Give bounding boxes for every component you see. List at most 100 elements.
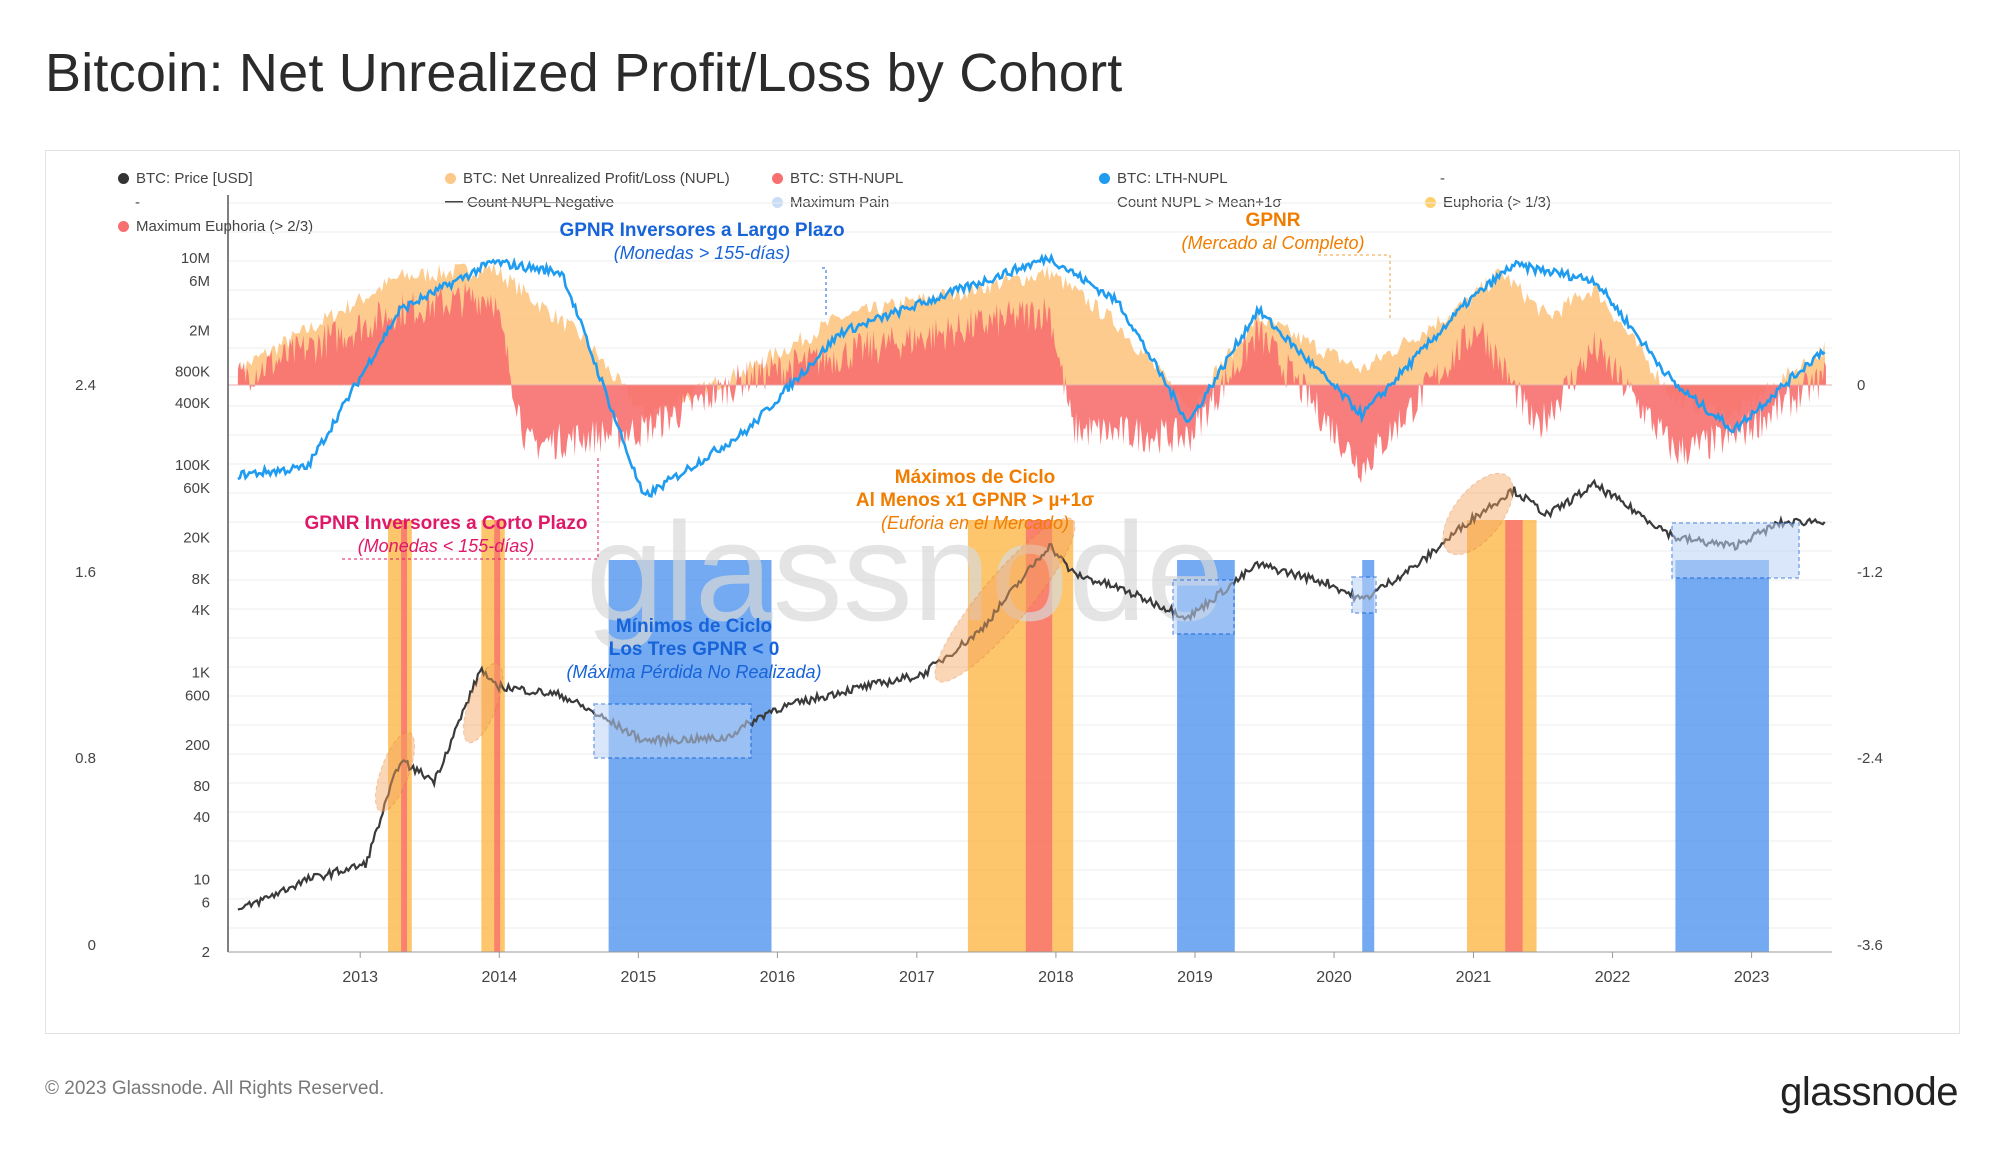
max-pain-band xyxy=(1362,560,1375,952)
y-tick-label-price: 4K xyxy=(192,602,210,619)
legend-dot-icon xyxy=(445,173,456,184)
legend-label: Maximum Euphoria (> 2/3) xyxy=(136,218,314,235)
y-tick-label-price: 8K xyxy=(192,571,210,588)
annotations: GPNR Inversores a Largo Plazo (Monedas >… xyxy=(305,210,1365,682)
y-tick-label-right: -3.6 xyxy=(1857,937,1883,954)
euphoria-band xyxy=(967,520,1074,952)
legend-dot-icon xyxy=(772,173,783,184)
tops-annotation-line1: Máximos de Ciclo xyxy=(895,467,1056,488)
max-euphoria-band xyxy=(494,520,501,952)
highlight-shapes xyxy=(342,254,1800,813)
tops-annotation-line3: (Euforia en el Mercado) xyxy=(881,513,1069,533)
cycle-bottom-highlight xyxy=(593,703,752,759)
glassnode-logo: glassnode xyxy=(1780,1070,1958,1114)
legend-label: BTC: Price [USD] xyxy=(136,170,253,187)
y-tick-label-count: 0 xyxy=(88,937,96,954)
legend-item-max-euphoria[interactable]: Maximum Euphoria (> 2/3) xyxy=(118,218,313,235)
nupl-callout-line xyxy=(1318,254,1391,320)
legend-label: BTC: STH-NUPL xyxy=(790,170,904,187)
y-tick-label-count: 0.8 xyxy=(75,750,96,767)
sth-annotation-title: GPNR Inversores a Corto Plazo xyxy=(305,513,588,534)
x-tick-label: 2021 xyxy=(1456,969,1492,986)
y-tick-label-count: 2.4 xyxy=(75,377,96,394)
cycle-top-highlight xyxy=(1442,472,1514,556)
max-pain-band xyxy=(1675,560,1769,952)
euphoria-band xyxy=(481,520,505,952)
x-tick-label: 2013 xyxy=(342,969,378,986)
cycle-bottom-highlight xyxy=(1351,576,1377,614)
axes: 2013 2014 2015 2016 2017 2018 2019 2020 2021 2022… xyxy=(75,195,1883,986)
y-tick-label-right: -2.4 xyxy=(1857,750,1883,767)
euphoria-band xyxy=(1467,520,1537,952)
y-tick-label-price: 800K xyxy=(175,364,210,381)
x-tick-label: 2023 xyxy=(1734,969,1770,986)
max-euphoria-band xyxy=(1505,520,1523,952)
sth-annotation-subtitle: (Monedas < 155-días) xyxy=(358,536,535,556)
max-euphoria-band xyxy=(401,520,408,952)
y-tick-label-price: 40 xyxy=(193,809,210,826)
x-tick-label: 2022 xyxy=(1595,969,1631,986)
max-euphoria-band xyxy=(1025,520,1053,952)
legend-dot-icon xyxy=(1099,173,1110,184)
y-tick-label-price: 600 xyxy=(185,687,210,704)
cycle-top-highlight xyxy=(934,517,1076,683)
y-tick-label-price: 10M xyxy=(181,250,210,267)
legend-item-sth[interactable]: BTC: STH-NUPL xyxy=(772,170,903,187)
page-title: Bitcoin: Net Unrealized Profit/Loss by C… xyxy=(45,43,1123,103)
lth-nupl-line xyxy=(237,252,1826,498)
x-tick-label: 2016 xyxy=(760,969,796,986)
legend-label: - xyxy=(1440,170,1445,187)
x-tick-label: 2014 xyxy=(481,969,517,986)
x-tick-label: 2017 xyxy=(899,969,935,986)
watermark: glassnode xyxy=(586,493,1224,650)
bottoms-annotation-line1: Mínimos de Ciclo xyxy=(616,616,772,637)
legend-line-icon xyxy=(445,201,463,203)
sth-callout-line xyxy=(342,455,599,560)
cycle-bottom-highlight xyxy=(1172,579,1235,635)
y-tick-label-price: 6M xyxy=(189,273,210,290)
legend-item-nupl[interactable]: BTC: Net Unrealized Profit/Loss (NUPL) xyxy=(445,170,730,187)
y-tick-label-price: 2M xyxy=(189,322,210,339)
series-lines xyxy=(228,252,1832,911)
legend-item-dash-1[interactable]: - xyxy=(1440,170,1445,187)
lth-callout-line xyxy=(822,267,827,315)
y-tick-label-count: 1.6 xyxy=(75,564,96,581)
y-tick-label-price: 6 xyxy=(202,895,210,912)
x-tick-label: 2020 xyxy=(1316,969,1352,986)
legend-dot-icon xyxy=(118,173,129,184)
y-tick-label-price: 200 xyxy=(185,737,210,754)
x-tick-label: 2015 xyxy=(621,969,657,986)
bottoms-annotation-line3: (Máxima Pérdida No Realizada) xyxy=(566,662,821,682)
lth-annotation-title: GPNR Inversores a Largo Plazo xyxy=(559,220,844,241)
cycle-bottom-highlight xyxy=(1671,522,1800,579)
y-tick-label-right: -1.2 xyxy=(1857,564,1883,581)
cycle-top-highlight xyxy=(375,731,415,813)
cycle-top-highlight xyxy=(463,662,503,744)
copyright-footer: © 2023 Glassnode. All Rights Reserved. xyxy=(45,1078,385,1099)
bottoms-annotation-line2: Los Tres GPNR < 0 xyxy=(609,639,780,660)
y-tick-label-price: 400K xyxy=(175,395,210,412)
legend-item-price[interactable]: BTC: Price [USD] xyxy=(118,170,253,187)
y-tick-label-price: 2 xyxy=(202,944,210,961)
sth-nupl-area xyxy=(237,282,1826,484)
y-tick-label-price: 1K xyxy=(192,664,210,681)
nupl-annotation-title: GPNR xyxy=(1246,210,1301,231)
nupl-annotation-subtitle: (Mercado al Completo) xyxy=(1181,233,1364,253)
lth-annotation-subtitle: (Monedas > 155-días) xyxy=(614,243,791,263)
legend-dot-icon xyxy=(118,221,129,232)
y-tick-label-right: 0 xyxy=(1857,377,1865,394)
y-tick-label-price: 20K xyxy=(183,530,210,547)
legend-label: BTC: Net Unrealized Profit/Loss (NUPL) xyxy=(463,170,730,187)
legend-label: BTC: LTH-NUPL xyxy=(1117,170,1228,187)
legend-item-lth[interactable]: BTC: LTH-NUPL xyxy=(1099,170,1228,187)
y-tick-label-price: 80 xyxy=(193,778,210,795)
x-tick-label: 2019 xyxy=(1177,969,1213,986)
y-tick-label-price: 60K xyxy=(183,480,210,497)
y-tick-label-price: 100K xyxy=(175,457,210,474)
x-tick-label: 2018 xyxy=(1038,969,1074,986)
price-line xyxy=(237,478,1826,911)
tops-annotation-line2: Al Menos x1 GPNR > µ+1σ xyxy=(856,490,1094,511)
nupl-areas xyxy=(237,262,1826,484)
legend-item-dash-2[interactable]: - xyxy=(135,194,140,211)
